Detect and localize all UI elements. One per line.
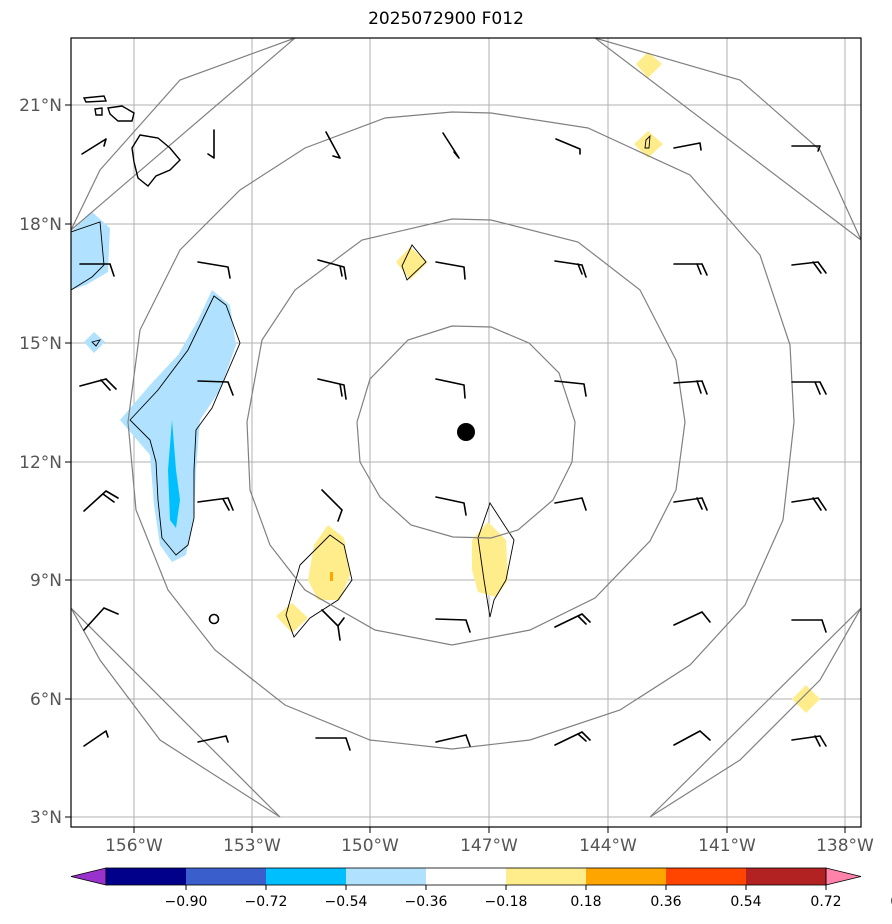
lon-label: 144°W	[579, 836, 637, 856]
lat-label: 9°N	[30, 571, 62, 591]
colorbar-tick-label: 0.72	[810, 894, 841, 910]
map-title: 2025072900 F012	[368, 9, 524, 29]
colorbar-segment	[746, 868, 827, 885]
lat-label: 21°N	[19, 96, 62, 116]
colorbar-tick-label: 0.18	[570, 894, 601, 910]
colorbar: −0.90 −0.72 −0.54 −0.36 −0.18 0.18 0.36 0.54 0.7…	[70, 867, 892, 910]
lat-label: 3°N	[30, 808, 62, 828]
colorbar-extend-high	[825, 867, 862, 886]
colorbar-segment	[666, 868, 747, 885]
wind-barbs	[79, 129, 827, 751]
lon-ticks	[133, 827, 846, 833]
colorbar-tick-label: −0.36	[405, 894, 448, 910]
colorbar-tick-label: 0.90	[890, 894, 892, 910]
lon-label: 147°W	[460, 836, 518, 856]
plot-frame	[70, 37, 862, 828]
lat-label: 15°N	[19, 334, 62, 354]
colorbar-tick-label: 0.54	[730, 894, 761, 910]
colorbar-tick-label: −0.54	[325, 894, 368, 910]
lon-label: 156°W	[105, 836, 163, 856]
colorbar-tick-label: −0.72	[245, 894, 288, 910]
colorbar-segment	[506, 868, 587, 885]
lat-label: 12°N	[19, 453, 62, 473]
station-circle-marker	[208, 613, 220, 625]
colorbar-tick-label: −0.18	[485, 894, 528, 910]
positive-anomaly-shading	[276, 52, 820, 713]
lat-ticks	[65, 104, 71, 818]
lat-labels: 21°N 18°N 15°N 12°N 9°N 6°N 3°N	[19, 96, 62, 828]
colorbar-segment	[186, 868, 267, 885]
colorbar-segment	[266, 868, 347, 885]
colorbar-outline	[105, 867, 827, 886]
coastline-hawaii	[82, 95, 181, 187]
colorbar-tick-label: 0.36	[650, 894, 681, 910]
contour-lines	[71, 134, 651, 638]
lon-label: 141°W	[698, 836, 756, 856]
colorbar-segment	[426, 868, 507, 885]
storm-center-marker	[457, 423, 475, 441]
colorbar-tick-label: −0.90	[165, 894, 208, 910]
colorbar-extend-low	[70, 867, 107, 886]
lon-labels: 156°W 153°W 150°W 147°W 144°W 141°W 138°…	[105, 836, 874, 856]
gridlines	[71, 38, 861, 827]
lat-label: 6°N	[30, 690, 62, 710]
colorbar-segment	[106, 868, 187, 885]
colorbar-segment	[346, 868, 427, 885]
lon-label: 138°W	[816, 836, 874, 856]
colorbar-segment	[586, 868, 667, 885]
negative-anomaly-shading	[71, 212, 236, 562]
lon-label: 153°W	[223, 836, 281, 856]
lat-label: 18°N	[19, 215, 62, 235]
lon-label: 150°W	[341, 836, 399, 856]
range-rings	[71, 38, 861, 818]
